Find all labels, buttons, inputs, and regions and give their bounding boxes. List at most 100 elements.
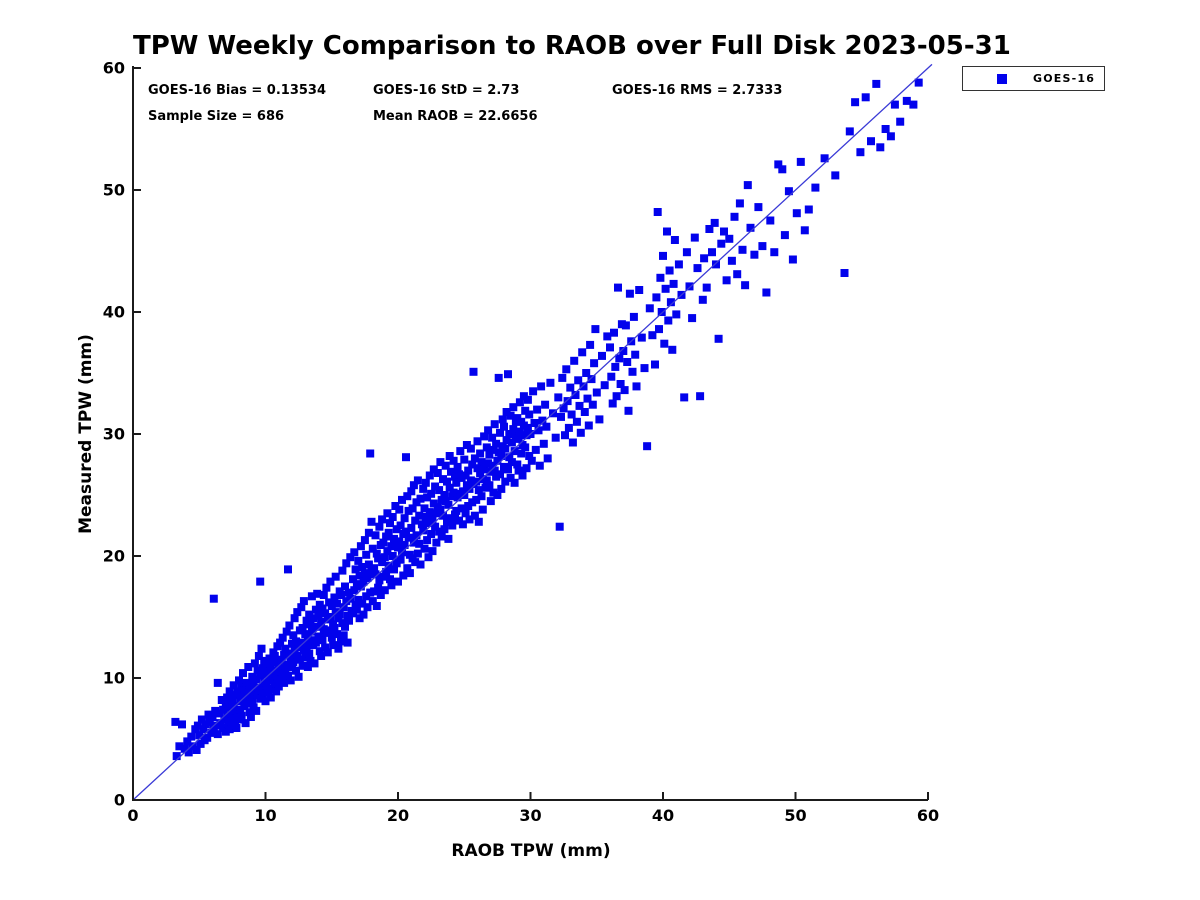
data-point — [407, 523, 416, 532]
data-point — [575, 401, 584, 410]
x-tick-label: 10 — [254, 806, 277, 825]
data-point — [364, 528, 373, 537]
data-point — [403, 492, 412, 501]
data-point — [621, 321, 630, 330]
data-point — [229, 702, 238, 711]
data-point — [223, 693, 232, 702]
data-point — [203, 733, 212, 742]
data-point — [421, 478, 430, 487]
data-point — [413, 549, 422, 558]
data-point — [254, 652, 263, 660]
axis-ticks — [132, 67, 929, 801]
data-point — [337, 591, 345, 599]
data-point — [477, 492, 486, 501]
data-point — [213, 678, 222, 687]
data-point — [525, 452, 534, 460]
data-point — [346, 553, 355, 562]
x-tick-label: 30 — [519, 806, 542, 825]
data-point — [411, 516, 420, 525]
data-point — [378, 515, 387, 524]
data-point — [239, 669, 247, 678]
data-point — [342, 559, 351, 568]
data-point — [327, 633, 336, 642]
data-point — [465, 484, 474, 493]
data-point — [428, 515, 437, 524]
data-point — [339, 603, 348, 612]
data-point — [318, 604, 327, 613]
data-point — [419, 526, 428, 535]
data-point — [317, 652, 326, 660]
data-point — [712, 260, 720, 269]
data-point — [435, 486, 444, 495]
data-point — [276, 638, 285, 647]
data-point — [542, 422, 551, 431]
data-point — [558, 373, 567, 382]
data-point — [352, 605, 361, 614]
data-point — [338, 566, 347, 575]
data-point — [722, 276, 731, 285]
data-point — [379, 572, 388, 581]
data-point — [562, 365, 571, 374]
data-point — [366, 449, 375, 458]
data-point — [360, 569, 369, 578]
data-point — [608, 399, 617, 408]
data-point — [378, 558, 387, 567]
data-point — [688, 314, 697, 323]
data-point — [416, 560, 425, 569]
data-point — [415, 511, 424, 520]
data-point — [669, 279, 678, 288]
data-point — [440, 525, 449, 534]
data-point — [561, 431, 569, 440]
data-point — [582, 369, 591, 377]
data-point — [730, 212, 739, 221]
data-point — [209, 594, 218, 603]
data-point — [587, 375, 596, 384]
data-point — [693, 264, 702, 273]
data-point — [517, 449, 526, 458]
data-point — [346, 594, 355, 603]
data-point — [285, 649, 294, 658]
data-point — [252, 706, 261, 715]
data-point — [380, 586, 389, 595]
data-point — [421, 513, 430, 521]
data-point — [533, 405, 542, 414]
data-point — [648, 331, 657, 340]
data-point — [449, 488, 458, 497]
data-point — [588, 400, 597, 409]
data-point — [404, 533, 413, 542]
data-point — [383, 547, 392, 556]
data-point — [578, 348, 587, 357]
data-point — [398, 495, 406, 504]
data-point — [510, 447, 519, 456]
data-point — [278, 633, 287, 642]
data-point — [435, 527, 444, 536]
data-point — [319, 591, 328, 599]
data-point — [623, 358, 632, 366]
data-point — [229, 681, 238, 690]
data-point — [470, 454, 479, 463]
data-point — [766, 216, 775, 225]
data-point — [290, 614, 299, 623]
data-point — [497, 484, 506, 493]
data-point — [541, 400, 550, 409]
data-point — [343, 638, 352, 647]
data-point — [452, 478, 461, 487]
data-point — [564, 423, 573, 432]
y-axis-label: Measured TPW (mm) — [76, 334, 96, 534]
data-point — [345, 616, 353, 625]
data-point — [480, 465, 489, 474]
data-point — [529, 387, 538, 396]
data-point — [256, 671, 265, 680]
data-point — [682, 248, 691, 257]
data-point — [403, 564, 412, 573]
data-point — [298, 624, 307, 632]
data-point — [651, 360, 659, 369]
data-point — [482, 476, 491, 485]
data-point — [611, 362, 620, 371]
data-point — [876, 143, 885, 152]
data-point — [619, 347, 628, 355]
data-point — [284, 671, 292, 680]
data-point — [386, 519, 394, 528]
data-point — [249, 680, 258, 689]
data-point — [500, 422, 508, 431]
